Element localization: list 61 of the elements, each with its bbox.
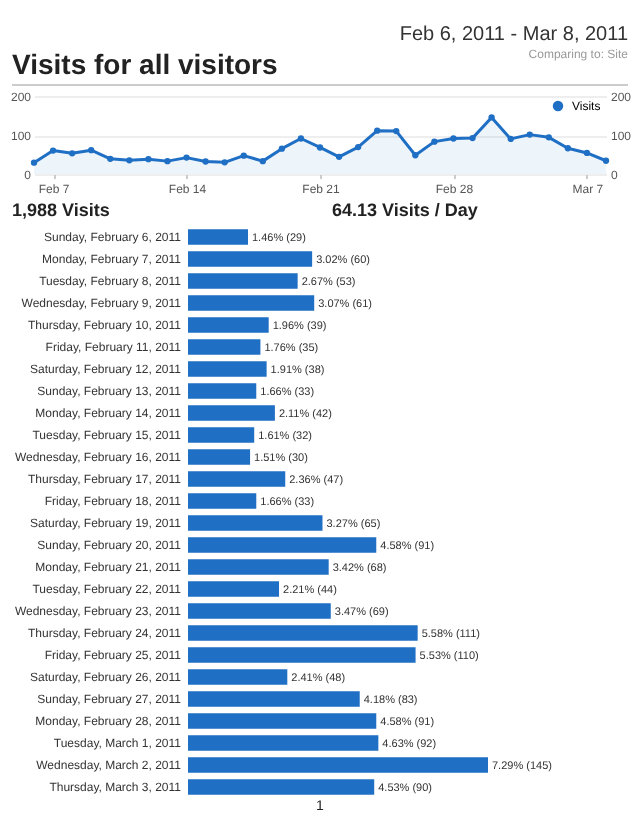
bar: [188, 603, 331, 619]
bar: [188, 691, 360, 707]
bar: [188, 295, 315, 311]
point: [30, 159, 38, 166]
point: [259, 157, 266, 165]
point: [545, 134, 552, 141]
point: [316, 144, 324, 151]
bar: [188, 471, 286, 487]
bar: [188, 647, 416, 663]
point: [164, 157, 171, 165]
bar: [188, 339, 261, 355]
point: [412, 152, 419, 159]
bar: [188, 713, 377, 729]
bar: [188, 559, 329, 575]
chart-subtitle: Feb 6, 2011 - Mar 8, 2011: [399, 24, 628, 46]
point: [126, 157, 133, 164]
bar: [188, 317, 269, 333]
point: [526, 131, 533, 138]
point: [145, 156, 152, 163]
point: [107, 155, 114, 162]
point: [88, 147, 95, 154]
point: [297, 135, 305, 142]
bar: [188, 779, 375, 795]
bar: [188, 581, 280, 597]
bar: [188, 757, 488, 773]
point: [335, 153, 343, 160]
bar: [188, 735, 379, 751]
point: [240, 152, 247, 159]
bar: [188, 361, 267, 377]
chart-title: Visits for all visitors: [12, 48, 278, 80]
point: [583, 149, 591, 157]
point: [393, 127, 400, 135]
bar: [188, 251, 313, 267]
bar: [188, 405, 275, 421]
point: [278, 145, 286, 152]
point: [183, 154, 190, 161]
bar: [188, 449, 251, 465]
point: [431, 138, 438, 145]
point: [507, 135, 514, 143]
point: [221, 159, 228, 166]
point: [602, 157, 610, 164]
point: [374, 127, 381, 134]
bar: [188, 625, 418, 641]
bar: [188, 515, 323, 531]
bar: [188, 273, 298, 289]
point: [68, 150, 76, 157]
text: 1,988 Visits: [12, 200, 110, 220]
point: [488, 114, 495, 121]
point: [49, 147, 57, 154]
point: [202, 158, 209, 165]
text: 64.13 Visits / Day: [332, 200, 478, 220]
point: [469, 134, 476, 142]
bar: [188, 427, 255, 443]
bar: [188, 537, 377, 553]
bar: [188, 229, 248, 245]
bar: [188, 669, 288, 685]
point: [450, 135, 457, 142]
point: [354, 143, 362, 151]
bar: [188, 493, 257, 509]
point: [564, 145, 572, 152]
bar: [188, 383, 257, 399]
